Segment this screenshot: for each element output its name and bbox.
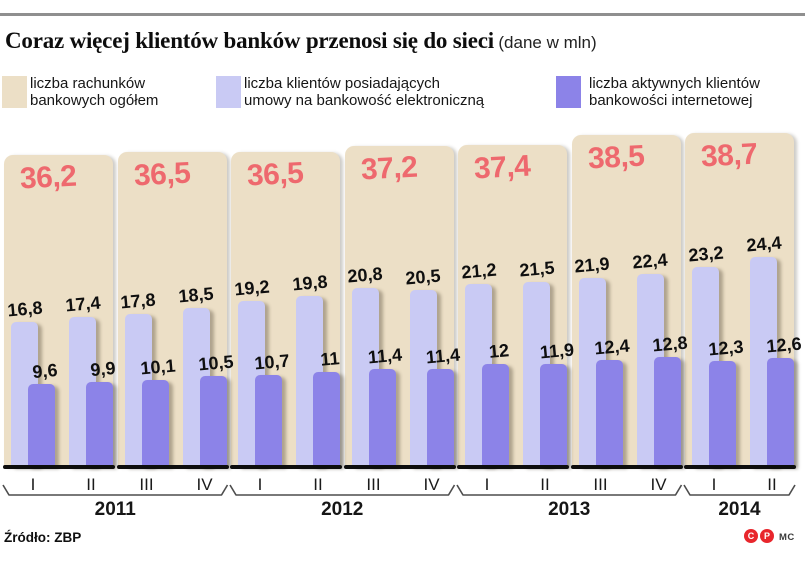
active-bar (28, 384, 55, 467)
active-bar (313, 372, 340, 467)
purple-swatch-icon (556, 76, 581, 108)
active-bar (426, 368, 454, 467)
quarter-label: IV (423, 475, 440, 494)
legend-label: liczba aktywnych klientów (589, 75, 760, 92)
top-divider (0, 13, 805, 16)
axis-baseline (230, 465, 342, 469)
active-bar (255, 374, 282, 467)
active-bar (141, 379, 169, 467)
year-bracket (683, 484, 796, 496)
header: Coraz więcej klientów banków przenosi si… (5, 28, 800, 54)
quarter-label: IV (650, 475, 667, 494)
active-bar (86, 381, 113, 467)
legend-label: umowy na bankowość elektroniczną (244, 91, 485, 109)
axis-baseline (116, 465, 229, 469)
copyright-icon: C (744, 529, 758, 543)
quarter-label: I (30, 475, 36, 494)
year-label: 2011 (94, 499, 136, 520)
year-label: 2014 (718, 499, 761, 520)
active-bar (482, 363, 509, 467)
quarter-label: III (593, 475, 608, 494)
axis-baseline (457, 465, 569, 469)
credit-initials: MC (779, 532, 795, 543)
quarter-label: III (366, 475, 381, 494)
year-bracket (456, 484, 683, 496)
active-bar (709, 360, 736, 467)
beige-swatch-icon (2, 76, 27, 108)
quarter-label: IV (196, 475, 213, 494)
legend-label: liczba rachunków (30, 75, 146, 92)
phonogram-icon: P (760, 529, 774, 543)
axis-baseline (570, 465, 683, 469)
active-bar (767, 358, 794, 467)
legend-label: liczba klientów posiadających (244, 75, 440, 92)
quarter-label: II (86, 475, 96, 494)
legend-label: bankowych ogółem (30, 91, 159, 109)
year-bracket (2, 484, 229, 496)
active-bar (368, 368, 396, 467)
lavender-swatch-icon (216, 76, 241, 108)
quarter-label: I (711, 475, 717, 494)
year-bracket (229, 484, 456, 496)
quarter-label: II (313, 475, 323, 494)
active-bar (595, 360, 623, 467)
axis-baseline (684, 465, 796, 469)
page-subtitle: (dane w mln) (498, 33, 597, 52)
active-bar (199, 376, 227, 467)
quarter-label: III (139, 475, 154, 494)
active-bar (540, 364, 567, 467)
year-label: 2012 (321, 499, 364, 520)
axis-baseline (3, 465, 115, 469)
active-bar (653, 356, 681, 467)
quarter-label: II (767, 475, 777, 494)
year-label: 2013 (548, 499, 591, 520)
axis-baseline (343, 465, 456, 469)
quarter-label: I (484, 475, 490, 494)
page-title: Coraz więcej klientów banków przenosi si… (5, 28, 494, 53)
legend-label: bankowości internetowej (589, 91, 753, 109)
source-label: Źródło: ZBP (4, 530, 82, 545)
quarter-label: I (257, 475, 263, 494)
quarter-label: II (540, 475, 550, 494)
